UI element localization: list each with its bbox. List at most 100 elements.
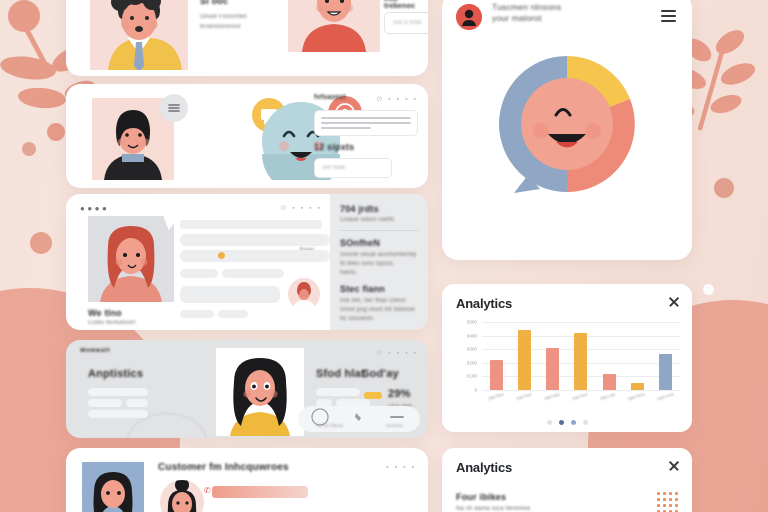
y-axis-tick-label: 0300: [466, 346, 477, 352]
bar: [489, 360, 503, 390]
search-input-placeholder: Sel fsbe: [322, 165, 346, 171]
grid-dot: [663, 498, 666, 501]
contact-name: We tlno: [88, 308, 122, 318]
panel-item-sub: Srucet sesat ausmonfernty: [340, 252, 417, 258]
close-icon[interactable]: [668, 296, 680, 308]
avatar: [160, 480, 204, 512]
profile-name: Sl ooc: [200, 0, 229, 6]
hamburger-menu-icon[interactable]: [160, 94, 188, 122]
profile-desc-line-2: brsenooronsst: [200, 24, 241, 30]
note-input-placeholder: Sid a hold: [393, 20, 422, 26]
call-controls[interactable]: CFfIO tfaum Guicinu: [298, 406, 420, 432]
avatar: [288, 0, 380, 52]
background-dot: [703, 284, 714, 295]
customer-inquiries-card: Customer fm Inhcquwroes ▪ ▪ ▪ ▪ ✆: [66, 448, 428, 512]
carousel-dot[interactable]: [570, 420, 576, 425]
user-avatar-icon[interactable]: [456, 4, 482, 30]
grid-dot: [663, 510, 666, 512]
analytics-card-secondary: Analytics Four ibikes Na ilfi dama loca …: [442, 448, 692, 512]
note-input[interactable]: Sid a hold: [384, 12, 428, 34]
column-title: Sod'ay: [362, 368, 399, 380]
carousel-dot[interactable]: [582, 420, 588, 425]
background-dot: [714, 178, 734, 198]
bar: [659, 353, 673, 390]
carousel-dots[interactable]: [442, 420, 692, 425]
brand-label: Wowwaft: [80, 348, 111, 354]
chart-x-labels: 260 fres 340 free 400 hdo 340 fres 060 can 08…: [482, 391, 680, 402]
bar: [602, 373, 616, 390]
grid-dot: [663, 504, 666, 507]
bar: [631, 382, 645, 390]
panel-item-sub: fic unuseon.: [340, 316, 375, 322]
carousel-dot[interactable]: [546, 420, 552, 425]
drag-handle-icon[interactable]: ●●●●: [80, 204, 110, 213]
x-axis-tick-label: 400 hdo: [543, 391, 561, 402]
analytics-title: Analytics: [456, 296, 513, 311]
x-axis-tick-label: 340 free: [515, 391, 533, 402]
x-axis-tick-label: 040 rces: [656, 391, 675, 402]
avatar: [216, 348, 304, 436]
y-axis-tick-label: 0200: [466, 360, 477, 366]
grid-dot: [663, 492, 666, 495]
column-title: Anptistics: [88, 368, 144, 380]
grid-dot: [657, 492, 660, 495]
y-axis-tick-label: 0500: [466, 319, 477, 325]
divider: [340, 230, 418, 231]
gridline: 0500: [467, 320, 680, 325]
customer-mood-card: Tuscmen nlnsons your malorot: [442, 0, 692, 260]
dot-grid-decoration: [657, 492, 678, 512]
panel-item-sub: Srfvit psg stunt tnt fidonoe: [340, 307, 415, 313]
grid-dot: [675, 504, 678, 507]
grid-dot: [675, 492, 678, 495]
y-axis-tick-label: 0400: [466, 333, 477, 339]
chart-bars: [482, 322, 680, 390]
avatar: [88, 216, 174, 302]
panel-item-sub: fnens.: [340, 270, 358, 276]
leaf-decoration-icon: [656, 30, 756, 139]
more-options-icon[interactable]: ⊙ ▪ ▪ ▪ ▪: [376, 96, 418, 103]
x-axis-tick-label: 340 fres: [571, 391, 589, 402]
analytics-title: Analytics: [456, 460, 513, 475]
bar-chart: 0500 0400 0300 0200 0100 0: [467, 320, 680, 393]
panel-item-title: SOnfheN: [340, 238, 380, 248]
page-title: Customer fm Inhcquwroes: [158, 462, 289, 473]
x-axis-tick-label: 084 fnnn: [627, 391, 646, 402]
count-label: 12 sipxts: [314, 142, 355, 152]
end-call-icon[interactable]: Guicinu: [386, 423, 403, 428]
bar: [517, 330, 531, 390]
hamburger-menu-icon[interactable]: [661, 10, 676, 26]
panel-item-sub: fAb tiht, ner fhan Dfeicl: [340, 298, 406, 304]
section-label: fvfsazect: [314, 94, 346, 101]
more-options-icon[interactable]: ▪ ▪ ▪ ▪: [386, 464, 416, 471]
text-field[interactable]: [314, 110, 418, 136]
control-label: CFfIO tfaum: [316, 423, 344, 428]
close-icon[interactable]: [668, 460, 680, 472]
status-dot: [218, 252, 225, 259]
grid-dot: [669, 504, 672, 507]
grid-dot: [657, 510, 660, 512]
legend-swatch: [364, 392, 382, 399]
bar: [574, 332, 588, 390]
field-label: Asd trebenoc: [384, 0, 416, 10]
grid-dot: [669, 492, 672, 495]
hero-title-line-2: your malorot: [492, 13, 542, 23]
conversation-card: ●●●● ⊙ ▪ ▪ ▪ ▪ We tlno Codci bcmutsiorl: [66, 194, 428, 330]
y-axis-tick-label: 0: [474, 387, 477, 393]
more-options-icon[interactable]: ⊙ ▪ ▪ ▪ ▪: [376, 350, 418, 357]
x-axis-tick-label: 060 can: [599, 391, 617, 402]
avatar: [288, 278, 320, 310]
grid-dot: [675, 498, 678, 501]
column-title: Sfod hlat: [316, 368, 365, 380]
more-options-icon[interactable]: ⊙ ▪ ▪ ▪ ▪: [280, 205, 322, 212]
panel-item-title: 704 jrdts: [340, 204, 379, 214]
panel-item-title: Stec fiann: [340, 284, 386, 294]
chat-emoji-card: fvfsazect ⊙ ▪ ▪ ▪ ▪ 12 sipxts Sel fsbe: [66, 84, 428, 188]
grid-dot: [657, 498, 660, 501]
profile-desc-line-1: Onoel Fosnchen: [200, 14, 247, 20]
search-input[interactable]: Sel fsbe: [314, 158, 392, 178]
stats-banner-card: Wowwaft ⊙ ▪ ▪ ▪ ▪ Anptistics: [66, 340, 428, 438]
analytics-subtext: Na ilfi dama loca fleremee: [456, 506, 531, 512]
grid-dot: [669, 510, 672, 512]
carousel-dot[interactable]: [558, 420, 564, 425]
grid-dot: [657, 504, 660, 507]
